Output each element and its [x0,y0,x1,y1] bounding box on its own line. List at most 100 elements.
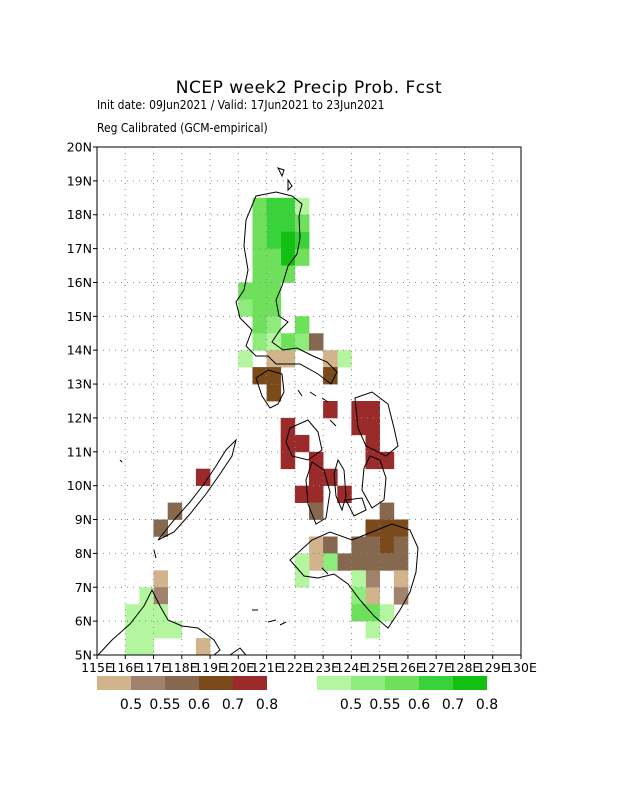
legend-wet-label: 0.55 [369,697,400,713]
legend-dry-label: 0.7 [222,697,244,713]
y-tick-label: 5N [75,648,92,663]
prob-cell-wet_0_6 [252,299,267,317]
prob-cell-wet_0_6 [280,265,296,283]
prob-cell-wet_0_5 [337,350,352,368]
batanes-islands [277,167,293,192]
sulu-islands [229,609,287,656]
x-tick-label: 123E [307,660,339,675]
axis-ticks: 115E116E117E118E119E120E121E122E123E124E… [67,140,537,676]
prob-cell-wet_0_7 [266,231,282,249]
prob-cell-dry_0_6 [351,553,366,571]
y-tick-label: 6N [75,614,92,629]
legend-wet-label: 0.6 [408,697,430,713]
prob-cell-dry_0_7 [323,367,338,385]
legend-dry-label: 0.5 [120,697,142,713]
luzon-coast [235,191,338,385]
prob-cell-dry_0_7 [379,536,395,554]
prob-cell-dry_0_7 [379,519,395,537]
prob-cell-wet_0_5 [294,553,310,571]
calibration-note: Reg Calibrated (GCM-empirical) [97,121,268,135]
y-tick-label: 13N [67,377,92,392]
prob-cell-wet_0_6 [252,265,267,283]
probability-cells [125,197,409,656]
small-islands [119,389,337,575]
prob-cell-dry_0_8 [309,485,324,503]
x-tick-label: 124E [336,660,368,675]
prob-cell-dry_0_5 [365,587,380,605]
map-title: NCEP week2 Precip Prob. Fcst [175,78,443,98]
prob-cell-wet_0_7 [266,214,282,232]
x-tick-label: 126E [392,660,424,675]
prob-cell-dry_0_7 [365,519,380,537]
prob-cell-dry_0_6 [393,553,409,571]
prob-cell-dry_0_8 [365,451,380,470]
prob-cell-dry_0_8 [337,485,352,503]
y-tick-label: 8N [75,546,92,561]
prob-cell-wet_0_6 [252,248,267,266]
prob-cell-wet_0_6 [365,604,380,622]
prob-cell-dry_0_6 [153,519,168,537]
prob-cell-dry_0_6 [365,536,380,554]
y-tick-label: 10N [67,478,92,493]
x-tick-label: 117E [138,660,170,675]
prob-cell-wet_0_7 [280,197,296,216]
prob-cell-dry_0_8 [309,468,324,486]
prob-cell-dry_0_5 [309,536,324,554]
prob-cell-wet_0_6 [294,248,310,266]
x-tick-label: 130E [505,660,537,675]
x-tick-label: 127E [420,660,452,675]
prob-cell-dry_0_8 [294,485,310,503]
palawan-coast [157,438,237,541]
prob-cell-dry_0_5 [280,350,296,368]
prob-cell-wet_0_55 [323,553,338,571]
prob-cell-dry_0_6 [167,502,183,520]
prob-cell-wet_0_6 [266,282,282,300]
coastline [97,167,419,656]
prob-cell-wet_0_6 [351,604,366,622]
x-tick-label: 125E [364,660,396,675]
prob-cell-dry_0_8 [280,434,296,453]
bohol-coast [345,497,367,517]
legend-dry-swatch [131,676,165,690]
prob-cell-dry_0_8 [280,417,296,436]
prob-cell-wet_0_5 [139,604,154,622]
prob-cell-dry_0_8 [365,417,380,436]
prob-cell-wet_0_7 [280,214,296,232]
prob-cell-dry_0_8 [351,417,366,436]
prob-cell-wet_0_6 [266,265,282,283]
x-tick-label: 119E [194,660,226,675]
prob-cell-dry_0_55 [153,587,168,605]
prob-cell-wet_0_55 [351,587,366,605]
prob-cell-dry_0_5 [266,350,282,368]
prob-cell-dry_0_7 [266,367,282,385]
prob-cell-wet_0_6 [252,231,267,249]
prob-cell-wet_0_55 [238,299,253,317]
prob-cell-wet_0_5 [125,621,140,639]
y-tick-label: 17N [67,241,92,256]
x-tick-label: 118E [166,660,198,675]
legend-wet-swatch [453,676,487,690]
prob-cell-wet_0_5 [167,621,183,639]
gridlines [97,147,521,655]
prob-cell-dry_0_5 [153,570,168,588]
y-tick-label: 11N [67,444,92,459]
x-tick-label: 116E [109,660,141,675]
y-tick-label: 19N [67,173,92,188]
prob-cell-dry_0_7 [393,519,409,537]
prob-cell-wet_0_5 [139,587,154,605]
prob-cell-dry_0_6 [365,553,380,571]
prob-cell-dry_0_8 [351,401,366,419]
prob-cell-dry_0_6 [351,536,366,554]
legend-wet-label: 0.8 [476,697,498,713]
prob-cell-dry_0_6 [379,553,395,571]
prob-cell-wet_0_5 [139,638,154,656]
x-tick-label: 120E [222,660,254,675]
prob-cell-dry_0_6 [379,502,395,520]
prob-cell-wet_0_6 [252,197,267,216]
prob-cell-dry_0_8 [195,468,211,486]
legend-dry-swatch [97,676,131,690]
prob-cell-wet_0_5 [125,638,140,656]
negros-coast [305,461,331,525]
y-tick-label: 14N [67,343,92,358]
